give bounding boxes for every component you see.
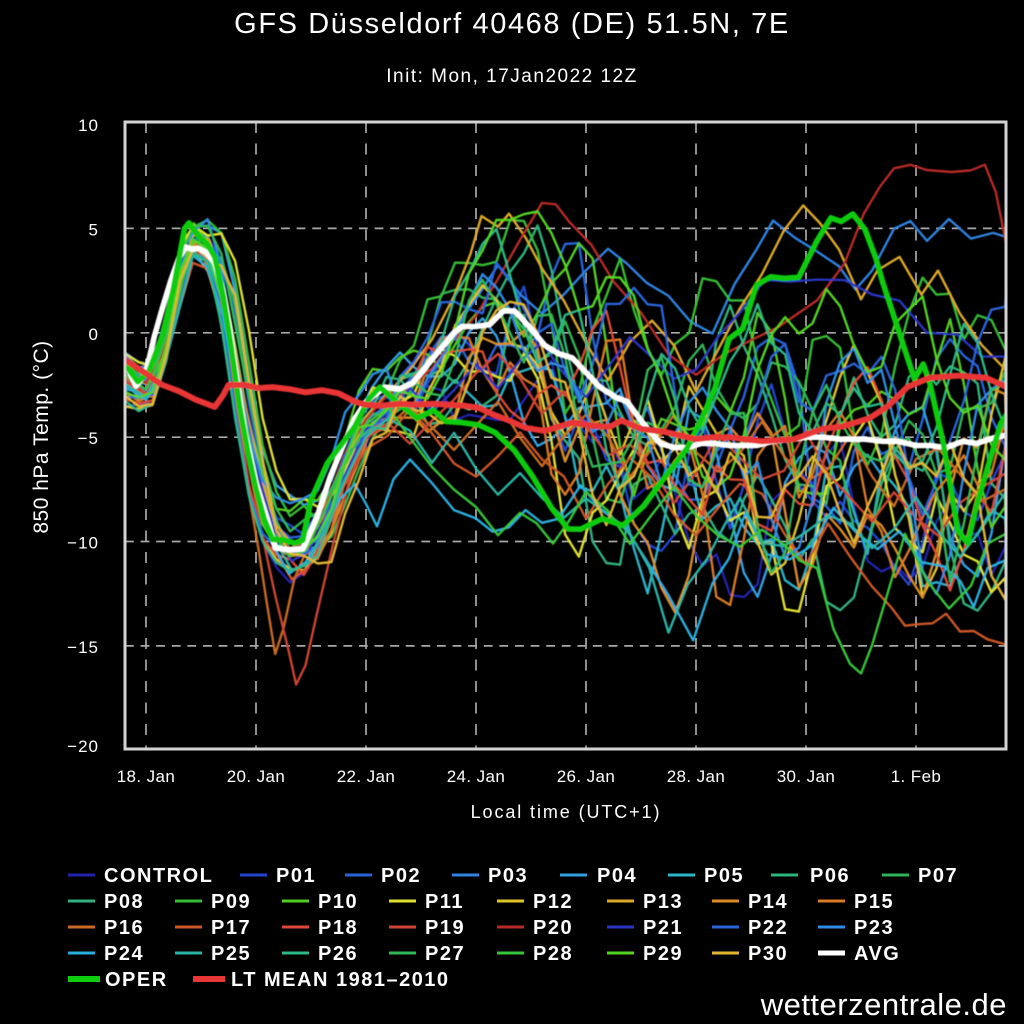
svg-text:AVG: AVG	[854, 943, 900, 965]
svg-text:0: 0	[89, 325, 99, 344]
svg-text:P04: P04	[597, 865, 637, 887]
svg-text:wetterzentrale.de: wetterzentrale.de	[760, 987, 1007, 1022]
svg-text:−15: −15	[67, 638, 99, 657]
svg-text:P01: P01	[276, 865, 316, 887]
svg-text:18. Jan: 18. Jan	[117, 767, 176, 786]
svg-text:P15: P15	[854, 891, 894, 913]
svg-text:GFS Düsseldorf 40468 (DE) 51.5: GFS Düsseldorf 40468 (DE) 51.5N, 7E	[234, 8, 790, 40]
svg-text:P26: P26	[318, 943, 358, 965]
svg-text:P07: P07	[918, 865, 958, 887]
svg-text:P23: P23	[854, 917, 894, 939]
svg-text:P16: P16	[104, 917, 144, 939]
svg-text:CONTROL: CONTROL	[104, 865, 213, 887]
svg-text:LT MEAN 1981–2010: LT MEAN 1981–2010	[231, 969, 450, 991]
svg-text:28. Jan: 28. Jan	[667, 767, 726, 786]
svg-text:P19: P19	[425, 917, 465, 939]
svg-text:P06: P06	[810, 865, 850, 887]
svg-text:22. Jan: 22. Jan	[337, 767, 396, 786]
svg-text:Local time (UTC+1): Local time (UTC+1)	[471, 802, 662, 822]
svg-text:P24: P24	[104, 943, 144, 965]
svg-text:1. Feb: 1. Feb	[891, 767, 942, 786]
svg-text:P25: P25	[211, 943, 251, 965]
svg-text:P17: P17	[211, 917, 251, 939]
svg-text:P22: P22	[748, 917, 788, 939]
svg-text:P21: P21	[643, 917, 683, 939]
svg-text:P12: P12	[533, 891, 573, 913]
svg-text:P05: P05	[704, 865, 744, 887]
svg-text:P18: P18	[318, 917, 358, 939]
svg-text:P02: P02	[381, 865, 421, 887]
svg-text:24. Jan: 24. Jan	[447, 767, 506, 786]
svg-text:−5: −5	[78, 429, 99, 448]
svg-text:30. Jan: 30. Jan	[777, 767, 836, 786]
svg-text:20. Jan: 20. Jan	[227, 767, 286, 786]
svg-text:OPER: OPER	[105, 969, 168, 991]
svg-text:10: 10	[78, 116, 99, 135]
svg-text:P29: P29	[643, 943, 683, 965]
svg-text:Init: Mon, 17Jan2022 12Z: Init: Mon, 17Jan2022 12Z	[386, 66, 637, 87]
svg-text:P13: P13	[643, 891, 683, 913]
svg-text:P30: P30	[748, 943, 788, 965]
svg-text:P03: P03	[488, 865, 528, 887]
svg-text:−10: −10	[67, 534, 99, 553]
svg-text:P27: P27	[425, 943, 465, 965]
svg-text:P20: P20	[533, 917, 573, 939]
svg-text:P28: P28	[533, 943, 573, 965]
svg-text:850 hPa Temp. (°C): 850 hPa Temp. (°C)	[30, 340, 53, 533]
svg-text:P14: P14	[748, 891, 788, 913]
svg-text:P08: P08	[104, 891, 144, 913]
svg-text:26. Jan: 26. Jan	[557, 767, 616, 786]
svg-text:P10: P10	[318, 891, 358, 913]
svg-text:−20: −20	[67, 737, 99, 756]
svg-text:5: 5	[89, 220, 99, 239]
svg-text:P11: P11	[425, 891, 464, 913]
svg-text:P09: P09	[211, 891, 251, 913]
